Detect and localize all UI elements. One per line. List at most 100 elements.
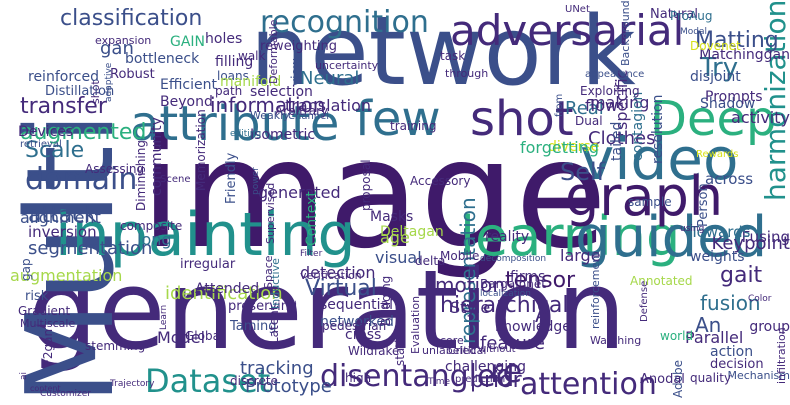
- word-re: re: [490, 352, 523, 390]
- word-few: few: [355, 91, 441, 147]
- word-information: information: [210, 93, 326, 117]
- word-challenging: challenging: [445, 359, 526, 375]
- word-feature: feature: [480, 333, 545, 354]
- word-f2gan: F2gan: [41, 329, 55, 367]
- word-adversarial: adversarial: [450, 6, 685, 55]
- word-diverse: diverse: [548, 139, 600, 155]
- word-gap: gap: [19, 258, 33, 282]
- word-clothes: Clothes: [588, 128, 656, 149]
- word-high: high: [345, 371, 372, 385]
- word-bottleneck: bottleneck: [125, 51, 200, 67]
- word-irregular: irregular: [180, 257, 236, 272]
- word-decision: decision: [710, 357, 764, 372]
- word-discrete: discrete: [230, 374, 278, 388]
- word-rewards: Rewards: [696, 149, 739, 160]
- word-neural: Neural: [300, 68, 360, 89]
- word-content: content: [30, 384, 61, 393]
- word-representation: representation: [456, 197, 480, 344]
- word-global: Global: [185, 329, 224, 343]
- word-critical: Critical: [448, 344, 487, 357]
- word-dataset: Dataset: [145, 362, 271, 400]
- word-augmentation: augmentation: [10, 266, 123, 285]
- word-manifold: manifold: [220, 74, 282, 90]
- word-decomposition: decomposition: [480, 254, 547, 264]
- word-filling: filling: [215, 54, 254, 70]
- word-unet: UNet: [565, 4, 590, 15]
- word-disentangled: disentangled: [320, 359, 515, 394]
- word-customizer: Customizer: [40, 389, 91, 399]
- word-robust: Robust: [110, 67, 155, 82]
- word-background: Background: [619, 0, 632, 66]
- word-matchinggan: Matchinggan: [699, 47, 790, 63]
- word-cross: cross: [345, 327, 382, 343]
- word-long: long: [137, 230, 172, 249]
- word-infiltration: infiltration: [775, 327, 788, 385]
- word-masks: Masks: [370, 209, 414, 225]
- word-without: without: [478, 344, 516, 355]
- word-dual: Dual: [575, 114, 603, 128]
- word-taming: Taming: [230, 319, 277, 334]
- word-evaluation: Evaluation: [409, 296, 422, 355]
- word-wildfake: Wildfake: [348, 344, 400, 358]
- word-learning: learning: [460, 205, 681, 268]
- word-domain: domain: [25, 162, 138, 197]
- word-memorization: Memorization: [194, 109, 208, 192]
- word-reinforced: reinforced: [28, 69, 99, 85]
- word-distillation: Distillation: [45, 84, 115, 99]
- word-tracking: tracking: [240, 358, 314, 379]
- word-watching: Watching: [590, 334, 642, 347]
- word-detection: detection: [300, 263, 376, 282]
- word-prediction: prediction: [455, 374, 506, 385]
- word-friendly: Friendly: [224, 152, 239, 204]
- word-alignment: alignment: [20, 208, 101, 227]
- word-inductive: Inductive: [269, 258, 282, 310]
- word-making: making: [590, 93, 650, 112]
- word-attack: attack: [28, 203, 98, 228]
- word-fusion: fusion: [700, 291, 761, 315]
- word-network: network: [250, 0, 636, 107]
- word-efficient: Efficient: [160, 77, 217, 93]
- word-image: image: [140, 108, 608, 282]
- word-gan: gan: [100, 38, 134, 59]
- word-graph: graph: [565, 165, 724, 228]
- word-sample: sample: [628, 195, 672, 209]
- word-supervised: Supervised: [264, 182, 277, 245]
- word-activity: activity: [731, 108, 790, 127]
- word-classification: classification: [60, 6, 203, 31]
- word-composite: composite: [120, 219, 183, 233]
- word-risk: risk: [25, 289, 49, 304]
- word-arbitrary: Arbitrary: [275, 104, 329, 118]
- word-model: Model: [157, 328, 206, 347]
- word-deep: Deep: [650, 91, 777, 147]
- word-flow: flow: [585, 96, 618, 115]
- word-prior: prior: [470, 368, 522, 393]
- word-unlabeled: unlabeled: [422, 344, 477, 357]
- word-virtual: Virtual: [305, 276, 377, 301]
- word-quality: quality: [690, 371, 732, 385]
- word-reality: reality: [485, 229, 530, 245]
- word-identification: identification: [165, 283, 283, 304]
- word-proposal: proposal: [359, 159, 373, 212]
- word-proaug: ProAug: [670, 9, 713, 23]
- word-tailed: tailed: [609, 121, 625, 161]
- word-devices: Devices: [18, 124, 74, 140]
- word-deltagan: Deltagan: [380, 224, 444, 240]
- word-inversion: inversion: [28, 223, 97, 241]
- word-beyond: Beyond: [160, 94, 213, 110]
- word-selection: selection: [250, 84, 313, 100]
- word-core: core: [440, 334, 464, 347]
- word-accessory: Accessory: [410, 174, 471, 188]
- word-fusing: Fusing: [741, 228, 790, 246]
- word-scale: Scale: [25, 138, 85, 163]
- word-attended: Attended: [195, 281, 260, 297]
- word-color: Color: [748, 294, 772, 304]
- word-world: world: [660, 329, 694, 343]
- word-weights: weights: [690, 249, 745, 265]
- word-community: community: [149, 116, 165, 196]
- word-style: Style: [450, 298, 491, 317]
- word-scene: Scene: [160, 174, 191, 185]
- word-video: video: [580, 125, 739, 193]
- word-from: from: [554, 93, 565, 117]
- word-view: view: [289, 58, 303, 87]
- word-annotated: Annotated: [630, 274, 693, 288]
